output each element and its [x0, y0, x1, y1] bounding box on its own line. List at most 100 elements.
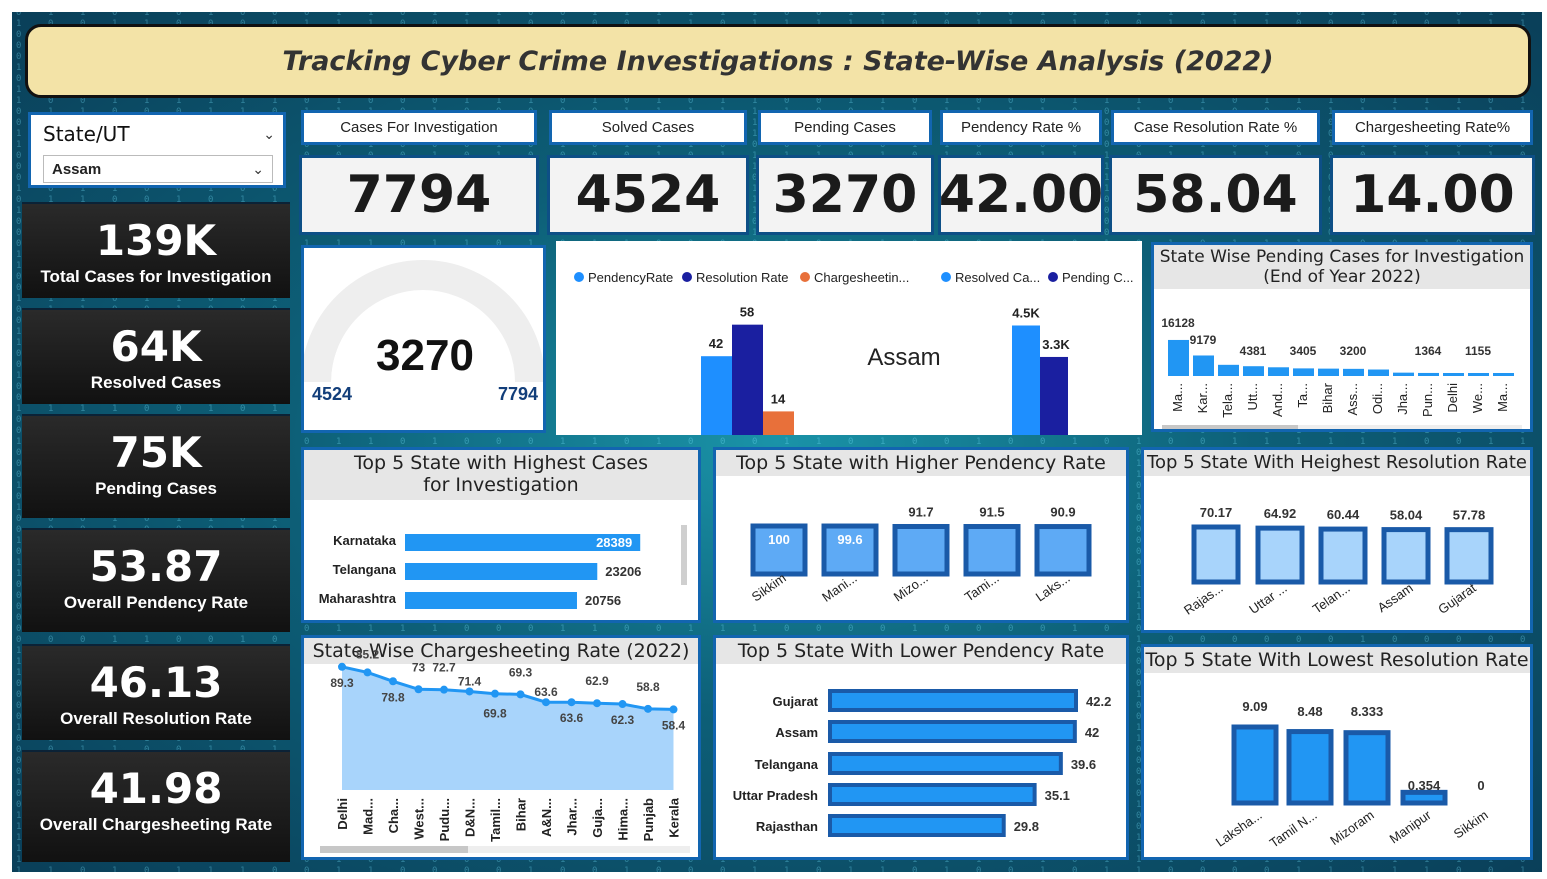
- chargesheet-point: [465, 687, 474, 696]
- gauge-min: 4524: [312, 384, 352, 404]
- pending-x-tick: Kar...: [1195, 383, 1210, 413]
- side-card-label: Overall Pendency Rate: [63, 593, 249, 612]
- rates-bar-label: 58: [740, 305, 754, 320]
- chargesheet-title: State Wise Chargesheeting Rate (2022): [304, 638, 698, 664]
- pending-x-tick: Tela...: [1220, 383, 1235, 418]
- low-pendency-y-tick: Telangana: [755, 757, 819, 772]
- framed-bar: [1231, 724, 1279, 806]
- chevron-down-icon[interactable]: ⌄: [252, 160, 264, 177]
- chargesheet-point-label: 72.7: [432, 661, 456, 675]
- chargesheet-point-label: 73: [412, 660, 426, 674]
- pending-bar-label: 1364: [1415, 344, 1442, 358]
- chargesheet-point-label: 58.8: [636, 680, 660, 694]
- side-card-label: Resolved Cases: [90, 373, 222, 392]
- high-pendency-chart: 100Sikkim99.6Mani...91.7Mizo...91.5Tami.…: [749, 504, 1092, 605]
- scrollbar-track: [320, 846, 690, 853]
- scrollbar-thumb: [681, 525, 687, 585]
- top-cases-bar-label: 28389: [596, 535, 632, 550]
- high-pendency-title: Top 5 State with Higher Pendency Rate: [716, 450, 1126, 476]
- rates-bar: [732, 324, 763, 439]
- chargesheet-point: [338, 662, 346, 671]
- side-card-label: Total Cases for Investigation: [40, 267, 272, 286]
- low-resolution-chart: 9.09 Laksha... 8.48 Tamil N... 8.333 Mizoram 0…: [1213, 699, 1491, 851]
- kpi-value: 3270: [756, 155, 934, 235]
- chargesheet-x-tick: Kerala: [667, 797, 682, 838]
- framed-bar-label: 0.354: [1408, 778, 1441, 793]
- framed-bar-label: 8.48: [1297, 704, 1322, 719]
- low-pendency-bar: [828, 814, 1006, 837]
- kpi-label: Chargesheeting Rate%: [1332, 110, 1533, 145]
- pending-bar-label: 3200: [1340, 344, 1367, 358]
- framed-bar: [1318, 526, 1368, 585]
- chargesheet-point: [567, 698, 576, 707]
- chevron-down-icon[interactable]: ⌄: [263, 125, 275, 142]
- chargesheet-point-label: 69.8: [483, 707, 507, 721]
- low-pendency-y-tick: Uttar Pradesh: [733, 788, 818, 803]
- side-card-label: Pending Cases: [95, 479, 217, 498]
- chargesheet-point-label: 62.3: [611, 713, 635, 727]
- gauge-chart: 3270 4524 7794: [301, 260, 545, 404]
- chargesheet-point: [593, 699, 601, 708]
- framed-bar: [963, 524, 1021, 577]
- framed-bar-label: 64.92: [1264, 506, 1297, 521]
- cases-bar-label: 3.3K: [1042, 337, 1070, 352]
- top-cases-y-tick: Karnataka: [333, 533, 397, 548]
- kpi-value: 42.00: [938, 155, 1104, 235]
- chargesheet-point: [516, 690, 525, 699]
- pending-x-tick: And...: [1270, 383, 1285, 417]
- pending-bar: [1318, 368, 1339, 376]
- framed-bar: [1034, 524, 1092, 577]
- framed-bar-label: 91.5: [979, 505, 1004, 520]
- scrollbar-thumb[interactable]: [320, 846, 468, 853]
- pending-bar-label: 9179: [1190, 333, 1217, 347]
- state-slicer[interactable]: State/UT ⌄ Assam ⌄: [28, 112, 286, 188]
- top-cases-bar: [405, 563, 598, 580]
- low-pendency-bar-label: 29.8: [1014, 819, 1039, 834]
- chargesheet-point: [363, 668, 372, 677]
- low-pendency-bar: [828, 689, 1078, 712]
- pending-x-tick: Ma...: [1170, 383, 1185, 412]
- chargesheet-point: [389, 677, 397, 686]
- cases-bar-label: 4.5K: [1012, 305, 1040, 320]
- chargesheet-point-label: 58.4: [662, 718, 686, 732]
- slicer-dropdown[interactable]: Assam ⌄: [43, 155, 273, 183]
- gauge-panel: 3270 4524 7794: [301, 245, 546, 433]
- framed-bar: [1255, 525, 1305, 585]
- pending-bar: [1268, 367, 1289, 376]
- top-cases-bar-label: 23206: [605, 564, 641, 579]
- framed-bar: [1286, 729, 1334, 806]
- pending-state-chart: 16128 Ma... 9179 Kar... Tela... 4381 Utt... And…: [1161, 316, 1522, 429]
- chargesheet-line: [341, 665, 674, 711]
- chargesheet-point: [440, 685, 448, 694]
- low-pendency-title: Top 5 State With Lower Pendency Rate: [716, 638, 1126, 664]
- chargesheet-x-tick: Bihar: [514, 798, 529, 831]
- rates-chart: PendencyRate Resolution Rate Chargesheetin…: [574, 270, 1134, 439]
- high-resolution-title: Top 5 State With Heighest Resolution Rat…: [1144, 450, 1530, 476]
- low-pendency-bar: [828, 752, 1063, 775]
- pending-bar: [1218, 364, 1239, 376]
- chargesheet-point: [669, 705, 678, 714]
- legend-label: Resolved Ca...: [955, 270, 1040, 285]
- top-cases-bar: [405, 534, 641, 551]
- pending-bar-label: 16128: [1161, 316, 1195, 330]
- framed-bar-label: 90.9: [1050, 505, 1075, 520]
- framed-bar-label: 9.09: [1242, 699, 1267, 714]
- cases-bar: [1012, 325, 1040, 439]
- pending-state-title: State Wise Pending Cases for Investigati…: [1159, 247, 1525, 267]
- kpi-label: Solved Cases: [549, 110, 747, 145]
- title-banner: Tracking Cyber Crime Investigations : St…: [25, 24, 1531, 98]
- framed-bar: [1191, 524, 1241, 585]
- side-card-value: 139K: [95, 216, 217, 265]
- top-cases-title: Top 5 State with Highest Cases for Inves…: [304, 450, 698, 500]
- framed-x-tick: Tamil N...: [1267, 807, 1320, 850]
- scrollbar-thumb[interactable]: [1162, 425, 1298, 429]
- framed-bar-label: 70.17: [1200, 505, 1233, 520]
- slicer-header[interactable]: State/UT ⌄: [43, 121, 275, 147]
- low-pendency-y-tick: Assam: [775, 725, 818, 740]
- chargesheet-chart: 89.3 Delhi 85.2 Mad... 78.8 Cha... 73 West... 72…: [320, 647, 690, 853]
- pending-bar: [1393, 372, 1414, 376]
- framed-bar-label: 57.78: [1453, 508, 1486, 523]
- low-pendency-panel: Top 5 State With Lower Pendency Rate Guj…: [713, 635, 1129, 860]
- high-pendency-panel: Top 5 State with Higher Pendency Rate 10…: [713, 447, 1129, 623]
- slicer-value: Assam: [52, 160, 102, 178]
